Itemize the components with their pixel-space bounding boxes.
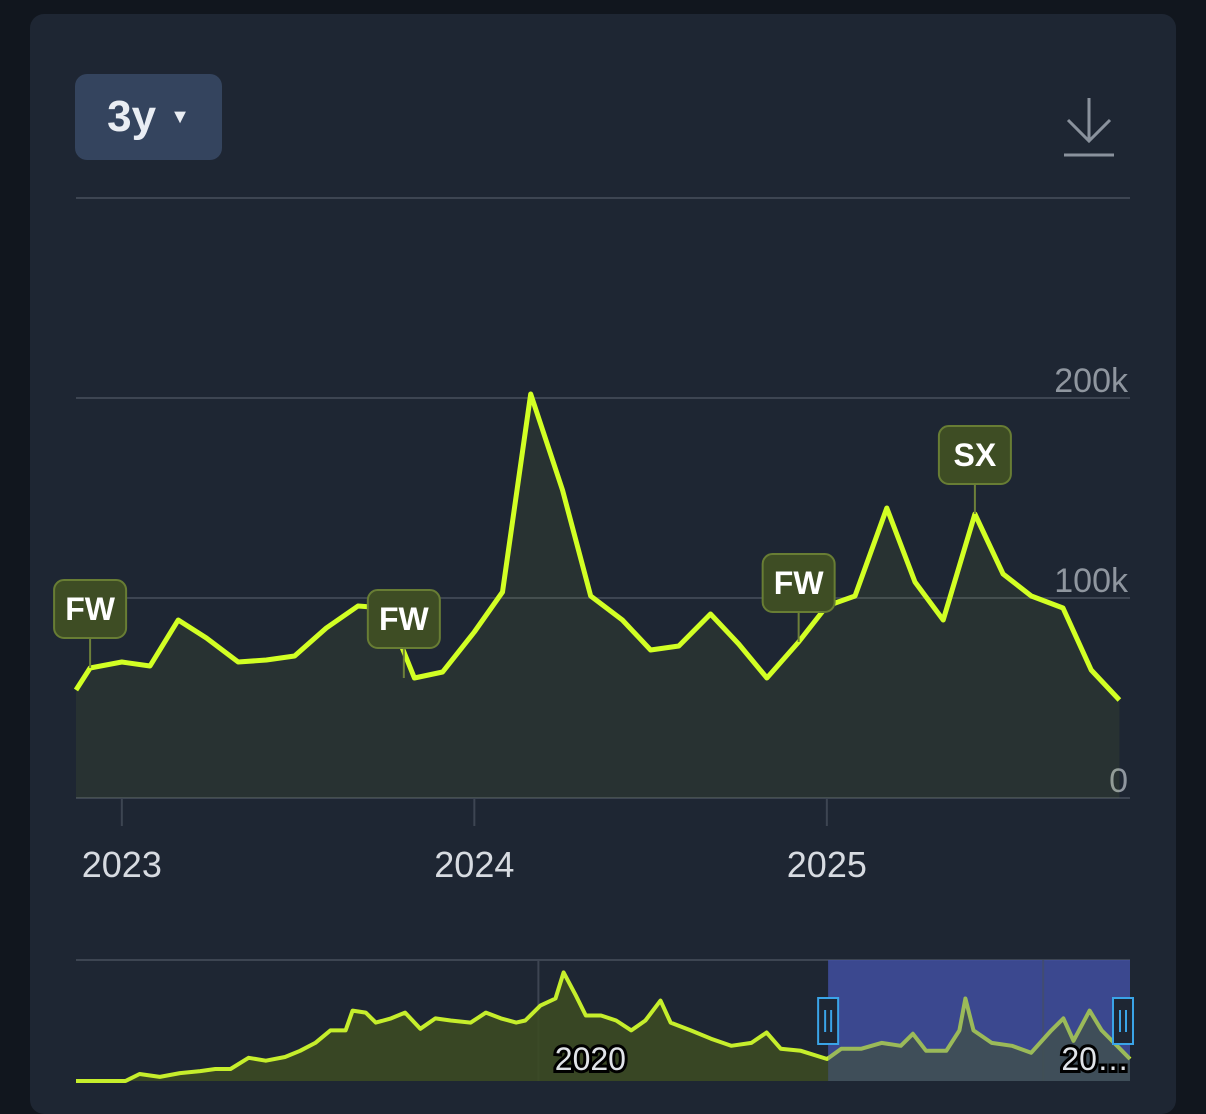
- line: [73, 391, 1122, 702]
- navigator-label: 2020: [555, 1041, 626, 1077]
- annotation: FW: [366, 589, 441, 678]
- annotation-label: FW: [774, 565, 825, 601]
- annotation-label: SX: [954, 437, 997, 473]
- navigator-area: [76, 972, 1130, 1081]
- annotation-label: FW: [379, 601, 430, 637]
- range-button[interactable]: 3y ▼: [75, 74, 222, 160]
- annotation: FW: [53, 579, 128, 668]
- annotation-label: FW: [65, 591, 116, 627]
- x-tick-label: 2024: [434, 844, 514, 885]
- x-tick-label: 2025: [787, 844, 867, 885]
- handle-box: [1112, 997, 1134, 1045]
- navigator-line: [76, 970, 1132, 1083]
- range-label: 3y: [107, 92, 157, 141]
- handle-box: [817, 997, 840, 1045]
- annotation-box: [53, 579, 128, 639]
- y-tick-label: 0: [1109, 762, 1128, 800]
- y-tick-label: 100k: [1054, 562, 1129, 600]
- download-icon[interactable]: [1064, 98, 1114, 157]
- navigator-handle[interactable]: [1112, 997, 1134, 1045]
- annotation-box: [937, 425, 1012, 485]
- annotation: FW: [761, 553, 836, 642]
- caret: ▼: [170, 105, 190, 128]
- navigator-shade: [828, 960, 1130, 1081]
- x-tick-label: 2023: [82, 844, 162, 885]
- annotation-box: [761, 553, 836, 613]
- y-tick-label: 200k: [1054, 362, 1129, 400]
- navigator-label: 20…: [1061, 1041, 1129, 1077]
- navigator-handle[interactable]: [817, 997, 840, 1045]
- annotation: SX: [937, 425, 1012, 514]
- line-area: [76, 394, 1120, 798]
- annotation-box: [366, 589, 441, 649]
